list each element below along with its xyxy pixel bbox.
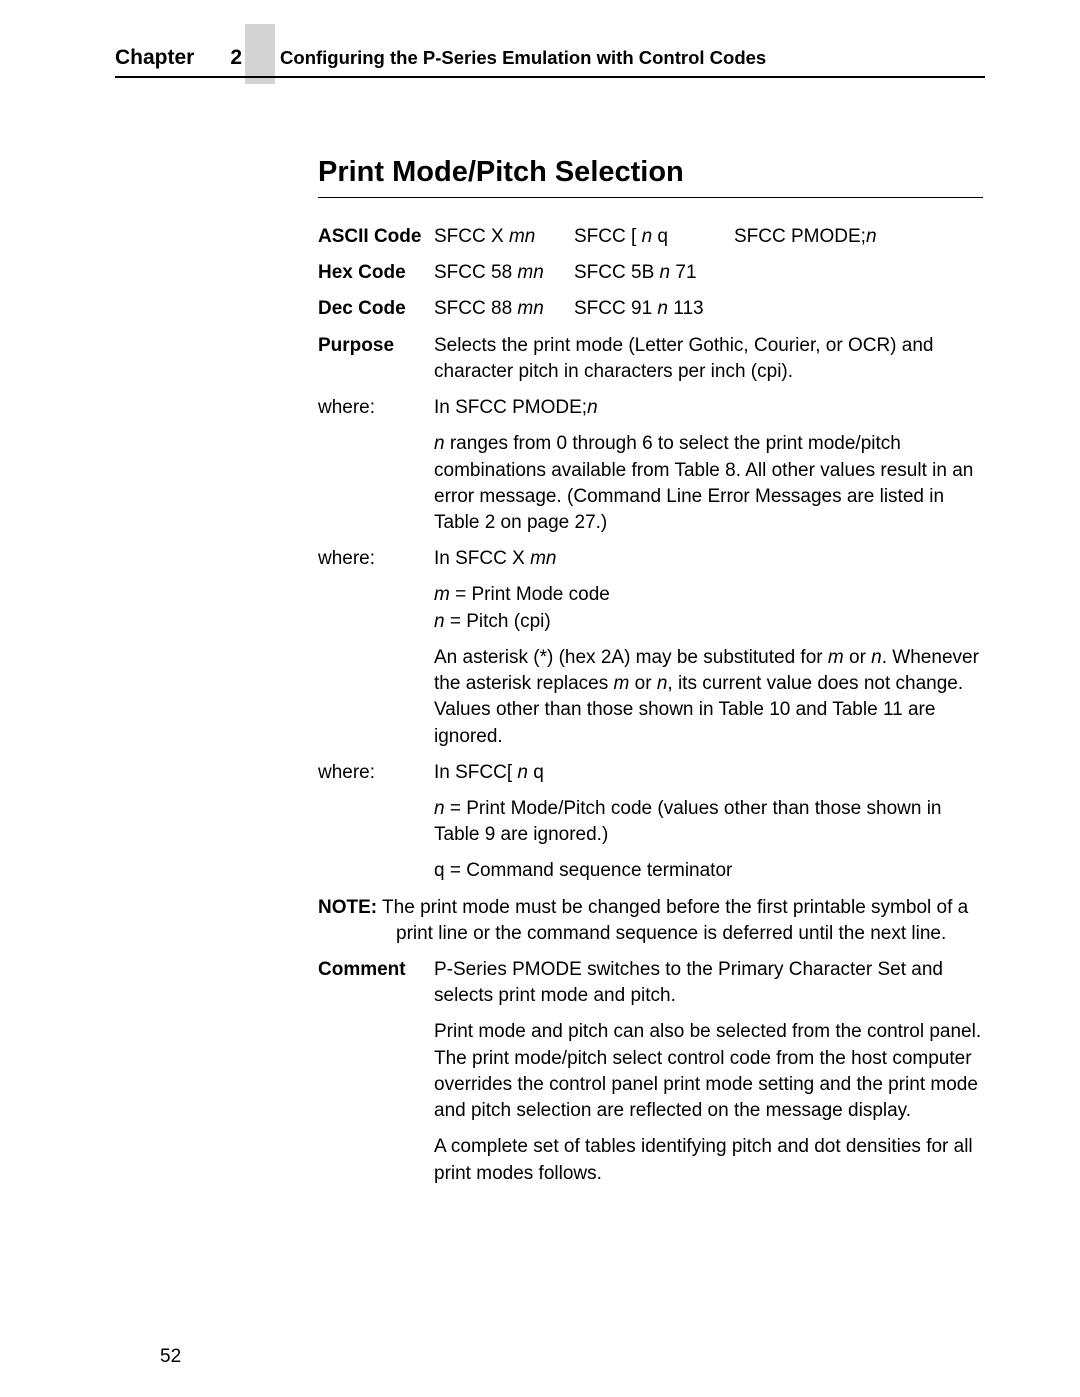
where2-p4c: or bbox=[844, 647, 871, 668]
hex-c1: SFCC 58 mn bbox=[434, 260, 574, 286]
purpose-label: Purpose bbox=[318, 333, 434, 385]
where1-l1b: n bbox=[587, 397, 598, 418]
ascii-c2b: n bbox=[642, 226, 658, 247]
ascii-c3: SFCC PMODE;n bbox=[734, 224, 983, 250]
where2-p4a: An asterisk (*) (hex 2A) may be substitu… bbox=[434, 647, 828, 668]
dec-content: SFCC 88 mn SFCC 91 n 113 bbox=[434, 296, 983, 322]
where1-row: where: In SFCC PMODE;n bbox=[318, 395, 983, 421]
where3-p2: n = Print Mode/Pitch code (values other … bbox=[434, 796, 983, 848]
ascii-row: ASCII Code SFCC X mn SFCC [ n q SFCC PMO… bbox=[318, 224, 983, 250]
ascii-c3a: SFCC PMODE; bbox=[734, 226, 866, 247]
ascii-c1a: SFCC X bbox=[434, 226, 509, 247]
ascii-c3b: n bbox=[866, 226, 877, 247]
chapter-word: Chapter bbox=[115, 46, 194, 70]
where2-p4f: m bbox=[614, 673, 630, 694]
where2-p3b: = Pitch (cpi) bbox=[445, 611, 551, 632]
where2-p2b: = Print Mode code bbox=[450, 584, 610, 605]
where2-p4b: m bbox=[828, 647, 844, 668]
section-title: Print Mode/Pitch Selection bbox=[318, 156, 983, 198]
where3-p2b: = Print Mode/Pitch code (values other th… bbox=[434, 798, 942, 845]
where3-l1b: n bbox=[517, 762, 533, 783]
ascii-c1b: mn bbox=[509, 226, 535, 247]
where2-row: where: In SFCC X mn bbox=[318, 546, 983, 572]
dec-label: Dec Code bbox=[318, 296, 434, 322]
where3-row: where: In SFCC[ n q bbox=[318, 760, 983, 786]
where1-label: where: bbox=[318, 395, 434, 421]
hex-c2c: 71 bbox=[675, 262, 696, 283]
where3-label: where: bbox=[318, 760, 434, 786]
page-number: 52 bbox=[160, 1346, 181, 1368]
where2-p4g: or bbox=[629, 673, 656, 694]
note-label: NOTE: bbox=[318, 897, 377, 918]
hex-row: Hex Code SFCC 58 mn SFCC 5B n 71 bbox=[318, 260, 983, 286]
ascii-c2: SFCC [ n q bbox=[574, 224, 734, 250]
hex-label: Hex Code bbox=[318, 260, 434, 286]
dec-c2a: SFCC 91 bbox=[574, 298, 657, 319]
dec-c2c: 113 bbox=[673, 298, 703, 319]
hex-c1b: mn bbox=[517, 262, 543, 283]
where2-p3a: n bbox=[434, 611, 445, 632]
chapter-header: Chapter 2 Configuring the P-Series Emula… bbox=[115, 46, 985, 78]
purpose-row: Purpose Selects the print mode (Letter G… bbox=[318, 333, 983, 385]
chapter-title: Configuring the P-Series Emulation with … bbox=[280, 47, 766, 69]
hex-c2a: SFCC 5B bbox=[574, 262, 660, 283]
chapter-number: 2 bbox=[230, 46, 242, 70]
where3-p3: q = Command sequence terminator bbox=[434, 858, 983, 884]
where3-l1c: q bbox=[533, 762, 544, 783]
dec-row: Dec Code SFCC 88 mn SFCC 91 n 113 bbox=[318, 296, 983, 322]
where2-line1: In SFCC X mn bbox=[434, 546, 983, 572]
where3-line1: In SFCC[ n q bbox=[434, 760, 983, 786]
note-text: NOTE: The print mode must be changed bef… bbox=[318, 895, 983, 947]
note-row: NOTE: The print mode must be changed bef… bbox=[318, 895, 983, 947]
hex-c2: SFCC 5B n 71 bbox=[574, 260, 983, 286]
comment-label: Comment bbox=[318, 957, 434, 1009]
where1-p2b: ranges from 0 through 6 to select the pr… bbox=[434, 433, 973, 533]
where3-l1a: In SFCC[ bbox=[434, 762, 517, 783]
dec-c2: SFCC 91 n 113 bbox=[574, 296, 983, 322]
comment-p3: A complete set of tables identifying pit… bbox=[434, 1134, 983, 1186]
ascii-content: SFCC X mn SFCC [ n q SFCC PMODE;n bbox=[434, 224, 983, 250]
dec-c1: SFCC 88 mn bbox=[434, 296, 574, 322]
purpose-text: Selects the print mode (Letter Gothic, C… bbox=[434, 333, 983, 385]
hex-c1a: SFCC 58 bbox=[434, 262, 517, 283]
where1-line1: In SFCC PMODE;n bbox=[434, 395, 983, 421]
where2-l1a: In SFCC X bbox=[434, 548, 530, 569]
where2-p4h: n bbox=[657, 673, 668, 694]
where2-p4d: n bbox=[871, 647, 882, 668]
where2-p4: An asterisk (*) (hex 2A) may be substitu… bbox=[434, 645, 983, 750]
ascii-c1: SFCC X mn bbox=[434, 224, 574, 250]
ascii-label: ASCII Code bbox=[318, 224, 434, 250]
hex-c2b: n bbox=[660, 262, 676, 283]
dec-c1a: SFCC 88 bbox=[434, 298, 517, 319]
dec-c1b: mn bbox=[517, 298, 543, 319]
comment-p2: Print mode and pitch can also be selecte… bbox=[434, 1019, 983, 1124]
where2-label: where: bbox=[318, 546, 434, 572]
ascii-c2c: q bbox=[657, 226, 668, 247]
comment-p1: P-Series PMODE switches to the Primary C… bbox=[434, 957, 983, 1009]
hex-content: SFCC 58 mn SFCC 5B n 71 bbox=[434, 260, 983, 286]
chapter-line: Chapter 2 Configuring the P-Series Emula… bbox=[115, 46, 985, 78]
where1-p2a: n bbox=[434, 433, 445, 454]
section-body: Print Mode/Pitch Selection ASCII Code SF… bbox=[318, 156, 983, 1197]
where2-p2a: m bbox=[434, 584, 450, 605]
dec-c2b: n bbox=[657, 298, 673, 319]
note-body: The print mode must be changed before th… bbox=[382, 897, 968, 944]
where1-p2: n ranges from 0 through 6 to select the … bbox=[434, 431, 983, 536]
comment-row: Comment P-Series PMODE switches to the P… bbox=[318, 957, 983, 1009]
ascii-c2a: SFCC [ bbox=[574, 226, 642, 247]
where2-p2p3: m = Print Mode code n = Pitch (cpi) bbox=[434, 582, 983, 634]
where3-p2a: n bbox=[434, 798, 445, 819]
where1-l1a: In SFCC PMODE; bbox=[434, 397, 587, 418]
where2-l1b: mn bbox=[530, 548, 556, 569]
